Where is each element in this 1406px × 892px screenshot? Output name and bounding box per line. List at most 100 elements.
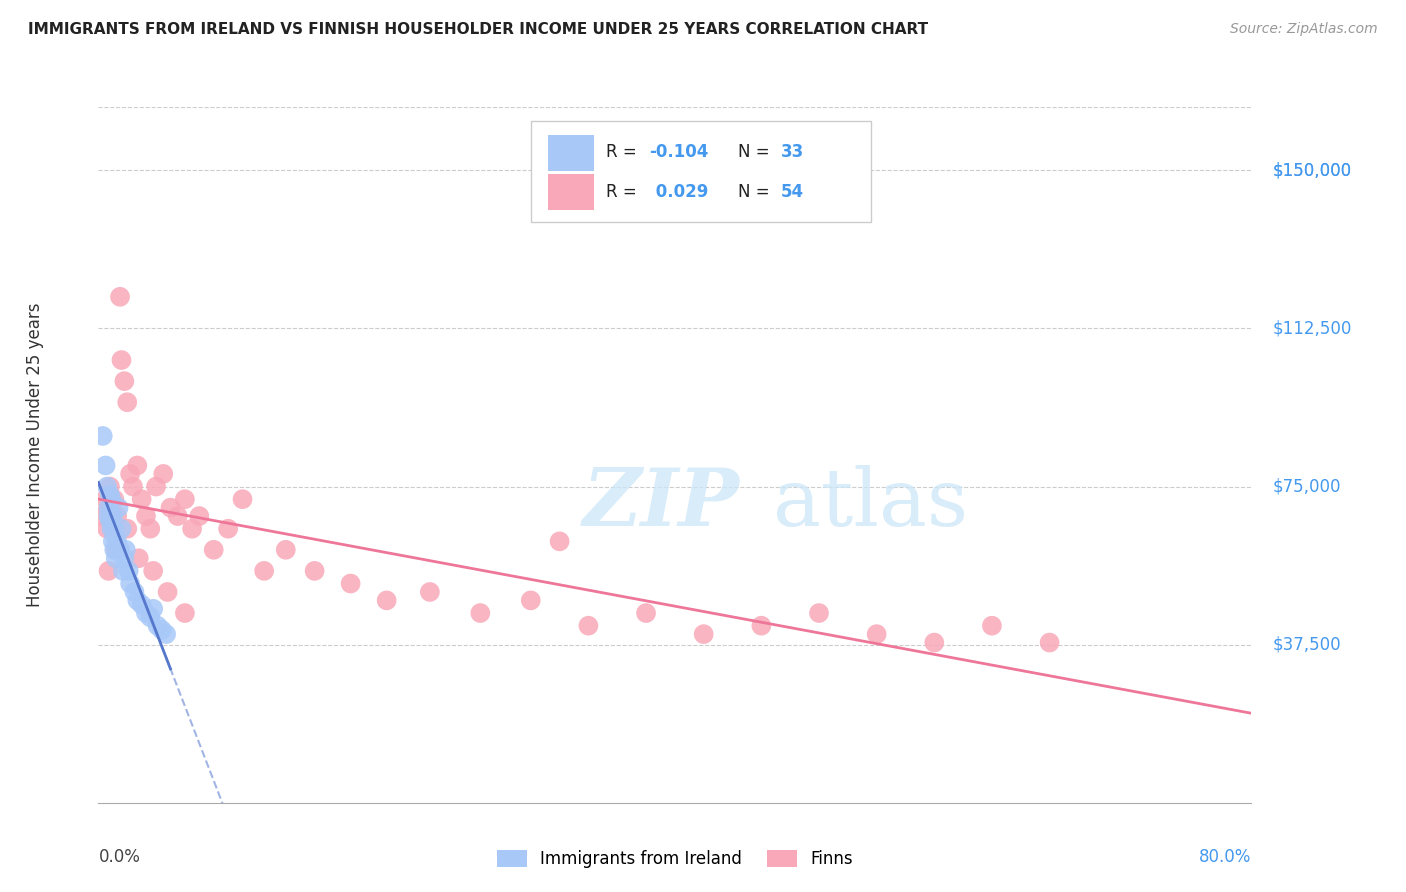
Text: IMMIGRANTS FROM IRELAND VS FINNISH HOUSEHOLDER INCOME UNDER 25 YEARS CORRELATION: IMMIGRANTS FROM IRELAND VS FINNISH HOUSE…	[28, 22, 928, 37]
Point	[188, 509, 211, 524]
Point	[108, 290, 131, 304]
Point	[135, 606, 157, 620]
Point	[127, 593, 149, 607]
Point	[131, 492, 153, 507]
Point	[548, 534, 571, 549]
Point	[470, 606, 492, 620]
Point	[101, 534, 124, 549]
Point	[91, 429, 114, 443]
Text: ZIP: ZIP	[582, 465, 740, 542]
Point	[100, 522, 122, 536]
Point	[108, 542, 131, 557]
Point	[96, 479, 118, 493]
Point	[304, 564, 326, 578]
Point	[97, 564, 120, 578]
Point	[91, 509, 114, 524]
Point	[166, 509, 188, 524]
Point	[94, 458, 117, 473]
Point	[100, 492, 122, 507]
Point	[135, 509, 157, 524]
Point	[117, 522, 138, 536]
Text: atlas: atlas	[773, 465, 967, 542]
Point	[202, 542, 225, 557]
Point	[114, 542, 136, 557]
Point	[98, 479, 121, 493]
Point	[1038, 635, 1062, 649]
Point	[231, 492, 254, 507]
Point	[636, 606, 658, 620]
Point	[274, 542, 297, 557]
FancyBboxPatch shape	[530, 121, 870, 222]
Point	[100, 509, 122, 524]
Point	[253, 564, 276, 578]
Text: Source: ZipAtlas.com: Source: ZipAtlas.com	[1230, 22, 1378, 37]
Text: R =: R =	[606, 183, 641, 201]
Point	[142, 602, 165, 616]
Point	[150, 623, 173, 637]
Point	[107, 500, 129, 515]
Point	[174, 492, 197, 507]
Point	[105, 534, 128, 549]
Point	[124, 585, 146, 599]
Point	[693, 627, 716, 641]
Text: $112,500: $112,500	[1272, 319, 1351, 337]
Point	[101, 522, 124, 536]
Point	[117, 395, 138, 409]
Text: $37,500: $37,500	[1272, 636, 1341, 654]
Point	[110, 353, 132, 368]
Point	[98, 488, 121, 502]
Point	[339, 576, 361, 591]
Point	[139, 522, 162, 536]
Text: $150,000: $150,000	[1272, 161, 1351, 179]
Point	[152, 467, 174, 481]
Point	[120, 576, 142, 591]
Point	[104, 551, 127, 566]
Legend: Immigrants from Ireland, Finns: Immigrants from Ireland, Finns	[491, 843, 859, 874]
Point	[146, 618, 169, 632]
Point	[105, 509, 128, 524]
Text: N =: N =	[738, 144, 775, 161]
Point	[96, 522, 118, 536]
Point	[751, 618, 773, 632]
Point	[120, 467, 142, 481]
Point	[98, 513, 121, 527]
Point	[375, 593, 398, 607]
Point	[156, 585, 179, 599]
Point	[97, 509, 120, 524]
Text: -0.104: -0.104	[650, 144, 709, 161]
Point	[118, 564, 141, 578]
Point	[103, 522, 125, 536]
Point	[981, 618, 1004, 632]
Point	[101, 509, 124, 524]
Point	[866, 627, 889, 641]
Point	[103, 492, 125, 507]
Point	[111, 564, 134, 578]
Point	[419, 585, 441, 599]
Point	[807, 606, 830, 620]
Point	[142, 564, 165, 578]
FancyBboxPatch shape	[548, 135, 595, 171]
Point	[520, 593, 543, 607]
Text: 0.0%: 0.0%	[98, 848, 141, 866]
Text: 80.0%: 80.0%	[1199, 848, 1251, 866]
Text: $150,000: $150,000	[1272, 161, 1351, 179]
Point	[104, 530, 127, 544]
Point	[103, 542, 125, 557]
Point	[110, 522, 132, 536]
Point	[159, 500, 181, 515]
Point	[97, 500, 120, 515]
Point	[94, 492, 117, 507]
Point	[131, 598, 153, 612]
Point	[112, 374, 135, 388]
Point	[128, 551, 150, 566]
Text: 54: 54	[780, 183, 804, 201]
Point	[145, 479, 167, 493]
Text: 33: 33	[780, 144, 804, 161]
Point	[139, 610, 162, 624]
Text: 0.029: 0.029	[650, 183, 707, 201]
Text: N =: N =	[738, 183, 775, 201]
FancyBboxPatch shape	[548, 174, 595, 210]
Point	[122, 479, 145, 493]
Point	[104, 542, 127, 557]
Point	[181, 522, 204, 536]
